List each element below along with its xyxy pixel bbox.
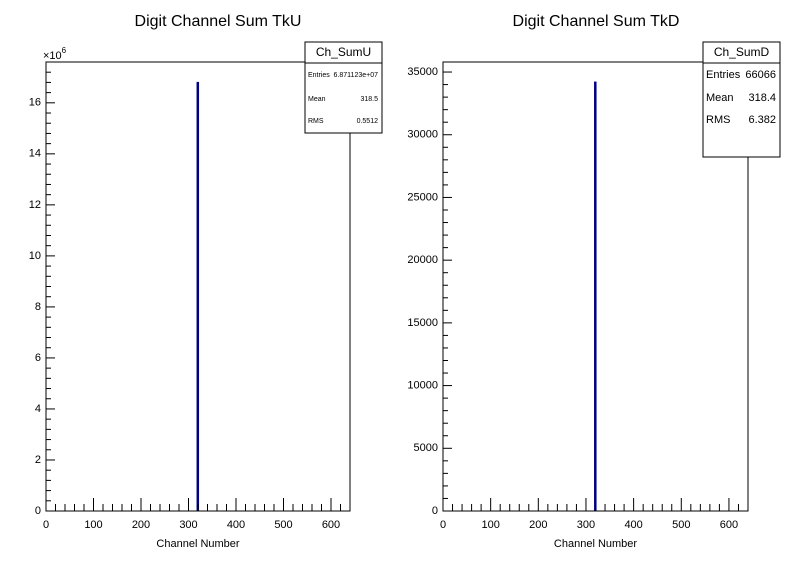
x-tick-label: 500 <box>672 519 690 531</box>
x-tick-label: 300 <box>577 519 595 531</box>
x-tick-label: 200 <box>529 519 547 531</box>
x-tick-label: 0 <box>43 519 49 531</box>
stats-box <box>304 41 383 134</box>
y-exponent-power: 6 <box>62 46 67 55</box>
stats-value: 6.871123e+07 <box>334 72 379 79</box>
y-tick-label: 0 <box>432 505 438 517</box>
y-tick-label: 2 <box>35 454 41 466</box>
stats-box <box>702 41 781 158</box>
y-tick-label: 14 <box>29 148 41 160</box>
bar <box>196 81 200 512</box>
x-axis-label: Channel Number <box>554 538 637 550</box>
chart-title: Digit Channel Sum TkD <box>513 13 680 30</box>
y-tick-label: 25000 <box>407 191 438 203</box>
x-tick-label: 400 <box>624 519 642 531</box>
stats-label: RMS <box>308 118 324 125</box>
stats-name: Ch_SumU <box>316 45 371 59</box>
y-tick-label: 8 <box>35 301 41 313</box>
x-tick-label: 400 <box>227 519 245 531</box>
y-tick-label: 16 <box>29 97 41 109</box>
x-tick-label: 200 <box>132 519 150 531</box>
y-tick-label: 6 <box>35 352 41 364</box>
y-exponent: ×106 <box>43 46 67 62</box>
x-axis-label: Channel Number <box>156 538 239 550</box>
x-tick-label: 500 <box>274 519 292 531</box>
stats-label: RMS <box>706 114 730 126</box>
y-tick-label: 30000 <box>407 129 438 141</box>
stats-label: Mean <box>308 96 326 103</box>
x-tick-label: 600 <box>720 519 738 531</box>
stats-label: Mean <box>706 92 734 104</box>
stats-label: Entries <box>706 69 741 81</box>
bar <box>594 81 597 512</box>
x-tick-label: 100 <box>84 519 102 531</box>
x-tick-label: 100 <box>481 519 499 531</box>
y-tick-label: 10000 <box>407 379 438 391</box>
stats-value: 318.5 <box>360 96 378 103</box>
x-tick-label: 300 <box>179 519 197 531</box>
stats-value: 66066 <box>745 69 776 81</box>
stats-value: 0.5512 <box>357 118 379 125</box>
y-exponent-base: ×10 <box>43 50 62 62</box>
x-tick-label: 600 <box>322 519 340 531</box>
y-tick-label: 4 <box>35 403 41 415</box>
stats-label: Entries <box>308 72 330 79</box>
y-tick-label: 10 <box>29 250 41 262</box>
chart-title: Digit Channel Sum TkU <box>135 13 302 30</box>
stats-value: 318.4 <box>748 92 776 104</box>
y-tick-label: 35000 <box>407 66 438 78</box>
stats-value: 6.382 <box>748 114 776 126</box>
y-tick-label: 5000 <box>414 442 438 454</box>
y-tick-label: 0 <box>35 505 41 517</box>
y-tick-label: 12 <box>29 199 41 211</box>
stats-name: Ch_SumD <box>714 45 770 59</box>
y-tick-label: 15000 <box>407 317 438 329</box>
x-tick-label: 0 <box>440 519 446 531</box>
y-tick-label: 20000 <box>407 254 438 266</box>
